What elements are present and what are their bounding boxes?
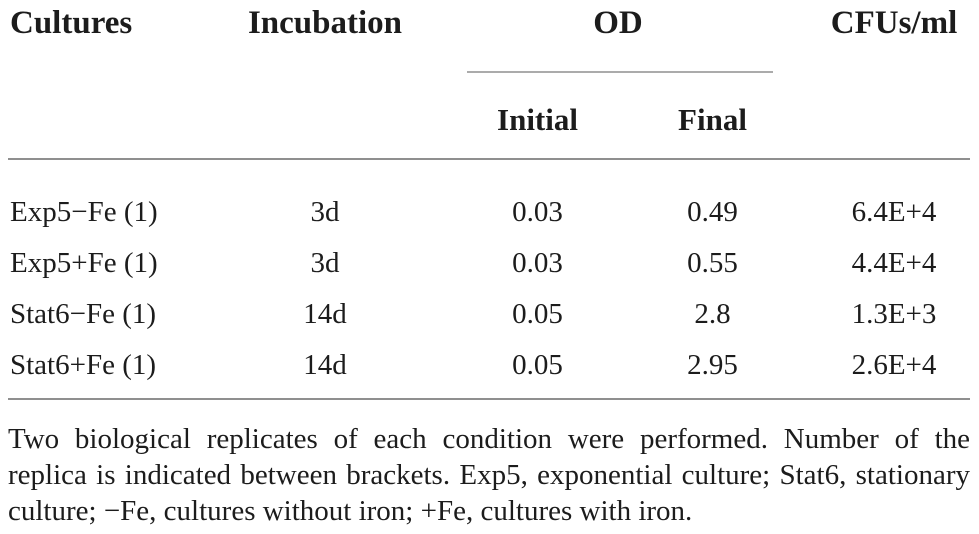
- cell-od_initial: 0.05: [512, 349, 563, 381]
- cell-od_initial: 0.03: [512, 196, 563, 228]
- column-header-od-final: Final: [678, 102, 747, 137]
- table-header: Cultures Incubation OD CFUs/ml Initial F…: [0, 0, 979, 162]
- cell-od_final: 2.95: [687, 349, 738, 381]
- cell-cfus: 4.4E+4: [851, 247, 937, 279]
- cell-culture: Stat6−Fe (1): [10, 298, 157, 330]
- header-spacer: [225, 98, 425, 162]
- cell-od_final: 0.55: [687, 247, 738, 279]
- header-spacer: [0, 98, 225, 162]
- cell-cfus: 6.4E+4: [851, 196, 937, 228]
- table-row: Stat6+Fe (1) 14d 0.05 2.95 2.6E+4: [0, 340, 979, 391]
- header-row-sub: Initial Final: [0, 98, 979, 162]
- footnote-divider-rule: [8, 398, 970, 400]
- cell-od_initial: 0.03: [512, 247, 563, 279]
- cell-incubation: 3d: [310, 247, 340, 279]
- cell-incubation: 14d: [303, 349, 347, 381]
- column-header-incubation: Incubation: [247, 5, 403, 41]
- cell-incubation: 3d: [310, 196, 340, 228]
- column-header-cfus: CFUs/ml: [830, 5, 958, 41]
- table-body: Exp5−Fe (1) 3d 0.03 0.49 6.4E+4 Exp5+Fe (1) 3d…: [0, 162, 979, 391]
- cell-culture: Exp5−Fe (1): [10, 196, 158, 228]
- table-row: Exp5+Fe (1) 3d 0.03 0.55 4.4E+4: [0, 238, 979, 289]
- cell-culture: Exp5+Fe (1): [10, 247, 158, 279]
- cultures-results-table: Cultures Incubation OD CFUs/ml Initial F…: [0, 0, 979, 391]
- header-divider-rule: [8, 158, 970, 160]
- column-header-od-initial: Initial: [497, 102, 578, 137]
- cell-od_final: 2.8: [694, 298, 731, 330]
- cell-cfus: 2.6E+4: [851, 349, 937, 381]
- table-footnote: Two biological replicates of each condit…: [8, 423, 970, 527]
- header-spacer: [795, 98, 979, 162]
- table-row: Exp5−Fe (1) 3d 0.03 0.49 6.4E+4: [0, 162, 979, 238]
- column-header-od: OD: [593, 5, 643, 41]
- cell-incubation: 14d: [303, 298, 347, 330]
- cell-od_final: 0.49: [687, 196, 738, 228]
- cell-culture: Stat6+Fe (1): [10, 349, 157, 381]
- column-header-cultures: Cultures: [10, 5, 133, 41]
- od-subheader-rule: [467, 71, 773, 73]
- cell-od_initial: 0.05: [512, 298, 563, 330]
- header-row-main: Cultures Incubation OD CFUs/ml: [0, 0, 979, 98]
- table-row: Stat6−Fe (1) 14d 0.05 2.8 1.3E+3: [0, 289, 979, 340]
- cell-cfus: 1.3E+3: [851, 298, 937, 330]
